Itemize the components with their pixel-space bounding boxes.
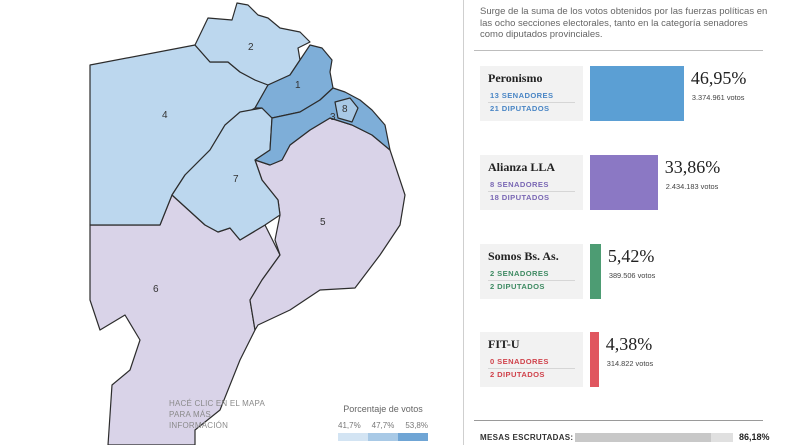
legend-swatch-mid bbox=[368, 433, 398, 441]
vote-percentage: 4,38% bbox=[605, 334, 653, 354]
tables-counted-value: 86,18% bbox=[739, 432, 770, 442]
section-1-region[interactable] bbox=[254, 44, 334, 119]
panel-divider bbox=[463, 0, 464, 445]
legend-tick-mid: 47,7% bbox=[371, 421, 395, 430]
legend-title: Porcentaje de votos bbox=[343, 404, 423, 414]
section-7-label: 7 bbox=[233, 174, 239, 185]
tables-counted-progress bbox=[575, 433, 733, 442]
deputies-count: 18 DIPUTADOS bbox=[490, 193, 550, 202]
province-map: 1 2 3 4 5 6 7 8 bbox=[89, 2, 406, 445]
section-4-label: 4 bbox=[162, 110, 168, 121]
vote-share-bar bbox=[590, 155, 658, 210]
vote-percentage: 46,95% bbox=[690, 68, 747, 88]
party-name: FIT-U bbox=[488, 337, 520, 351]
section-8-region[interactable] bbox=[334, 97, 359, 123]
section-2-region[interactable] bbox=[194, 2, 311, 86]
count-divider bbox=[474, 420, 763, 421]
section-5-label: 5 bbox=[320, 217, 326, 228]
party-name: Alianza LLA bbox=[488, 160, 556, 174]
party-card: Alianza LLA 8 SENADORES 18 DIPUTADOS bbox=[480, 155, 583, 210]
section-8-label: 8 bbox=[342, 104, 348, 115]
vote-percentage-legend: Porcentaje de votos 41,7% 47,7% 53,8% bbox=[338, 404, 428, 441]
section-1-label: 1 bbox=[295, 80, 301, 91]
party-name: Peronismo bbox=[488, 71, 543, 85]
deputies-count: 2 DIPUTADOS bbox=[490, 370, 545, 379]
vote-count: 2.434.183 votos bbox=[665, 182, 719, 191]
vote-count: 389.506 votos bbox=[608, 271, 656, 280]
senators-count: 0 SENADORES bbox=[488, 356, 575, 369]
section-6-label: 6 bbox=[153, 284, 159, 295]
vote-share-bar bbox=[590, 332, 599, 387]
legend-swatch-low bbox=[338, 433, 368, 441]
deputies-count: 2 DIPUTADOS bbox=[490, 282, 545, 291]
senators-count: 13 SENADORES bbox=[488, 90, 575, 103]
vote-count: 3.374.961 votos bbox=[691, 93, 745, 102]
section-7-region[interactable] bbox=[171, 107, 281, 241]
vote-share-bar bbox=[590, 66, 684, 121]
section-3-label: 3 bbox=[330, 112, 336, 123]
vote-share-bar bbox=[590, 244, 601, 299]
legend-color-scale bbox=[338, 433, 428, 441]
map-click-hint: HACÉ CLIC EN EL MAPA PARA MÁS INFORMACIÓ… bbox=[169, 399, 265, 430]
section-2-label: 2 bbox=[248, 42, 254, 53]
legend-ticks: 41,7% 47,7% 53,8% bbox=[338, 421, 428, 430]
deputies-count: 21 DIPUTADOS bbox=[490, 104, 550, 113]
vote-percentage: 5,42% bbox=[607, 246, 655, 266]
senators-count: 8 SENADORES bbox=[488, 179, 575, 192]
party-card: Peronismo 13 SENADORES 21 DIPUTADOS bbox=[480, 66, 583, 121]
senators-count: 2 SENADORES bbox=[488, 268, 575, 281]
vote-count: 314.822 votos bbox=[606, 359, 654, 368]
party-name: Somos Bs. As. bbox=[488, 249, 559, 263]
party-card: FIT-U 0 SENADORES 2 DIPUTADOS bbox=[480, 332, 583, 387]
party-card: Somos Bs. As. 2 SENADORES 2 DIPUTADOS bbox=[480, 244, 583, 299]
results-intro-text: Surge de la suma de los votos obtenidos … bbox=[480, 6, 768, 40]
legend-swatch-high bbox=[398, 433, 428, 441]
legend-tick-low: 41,7% bbox=[338, 421, 361, 430]
vote-percentage: 33,86% bbox=[664, 157, 721, 177]
intro-divider bbox=[474, 50, 763, 51]
legend-tick-high: 53,8% bbox=[405, 421, 428, 430]
tables-counted-progress-fill bbox=[575, 433, 712, 442]
tables-counted-label: MESAS ESCRUTADAS: bbox=[480, 433, 574, 442]
